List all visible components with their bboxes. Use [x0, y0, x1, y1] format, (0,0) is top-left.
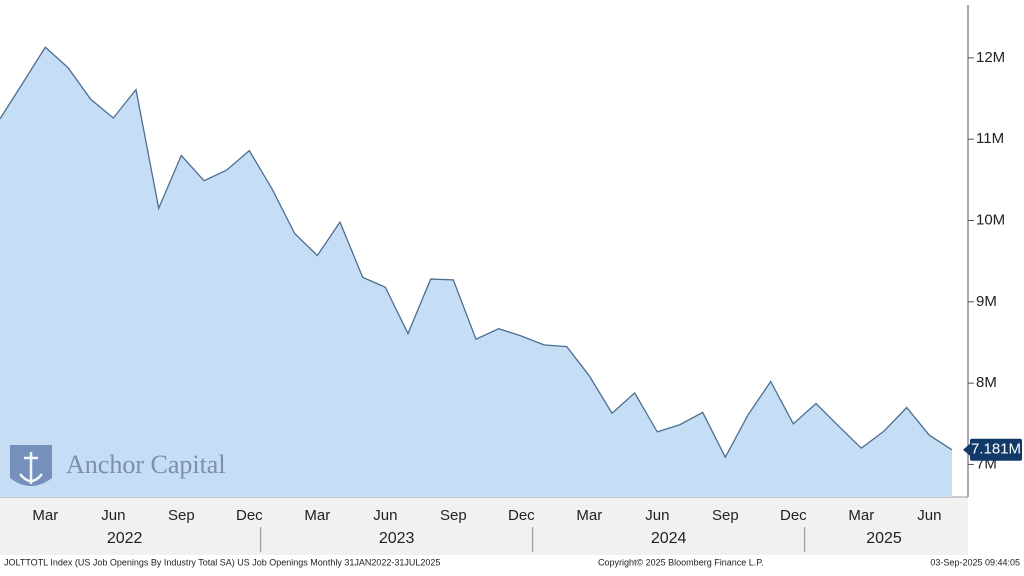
plot-area	[0, 46, 953, 498]
source-note: JOLTTOTL Index (US Job Openings By Indus…	[4, 557, 440, 567]
x-tick-label: Jun	[373, 507, 397, 524]
year-label: 2022	[107, 530, 143, 547]
y-tick-label: 12M	[976, 49, 1005, 66]
copyright: Copyright© 2025 Bloomberg Finance L.P.	[598, 557, 764, 567]
x-tick-label: Jun	[645, 507, 669, 524]
x-tick-label: Mar	[848, 507, 874, 524]
y-tick-label: 11M	[976, 130, 1004, 147]
timestamp: 03-Sep-2025 09:44:05	[930, 557, 1020, 567]
x-tick-label: Mar	[576, 507, 602, 524]
x-tick-label: Dec	[236, 507, 263, 524]
last-value-pointer	[963, 443, 970, 456]
x-tick-label: Jun	[101, 507, 125, 524]
x-tick-label: Sep	[440, 507, 467, 524]
x-axis-band	[0, 497, 968, 555]
last-value-box	[970, 438, 1022, 461]
x-tick-label: Dec	[780, 507, 807, 524]
watermark: Anchor Capital	[66, 450, 226, 479]
year-label: 2025	[866, 530, 902, 547]
x-tick-label: Sep	[168, 507, 195, 524]
year-label: 2024	[651, 530, 687, 547]
x-tick-label: Mar	[32, 507, 58, 524]
x-tick-label: Mar	[304, 507, 330, 524]
last-value-label: 7.181M	[971, 441, 1021, 458]
logo-anchor	[19, 452, 43, 484]
x-tick-label: Jun	[917, 507, 941, 524]
year-label: 2023	[379, 530, 415, 547]
y-tick-label: 10M	[976, 211, 1005, 228]
x-tick-label: Dec	[508, 507, 535, 524]
line	[0, 46, 953, 459]
area	[0, 47, 952, 498]
x-tick-label: Sep	[712, 507, 739, 524]
y-tick-label: 9M	[976, 293, 997, 310]
footer-band	[0, 555, 1024, 576]
y-tick-label: 8M	[976, 374, 997, 391]
logo	[10, 445, 52, 486]
